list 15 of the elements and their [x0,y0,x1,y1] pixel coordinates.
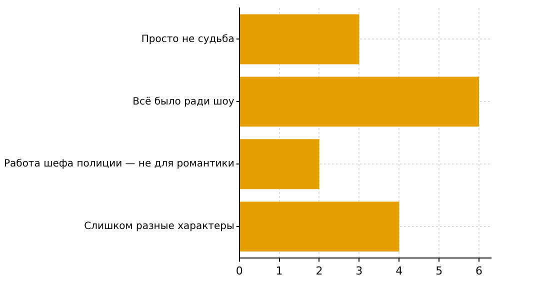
bar [240,76,480,127]
x-tick-label: 4 [396,264,403,278]
y-tick-label: Слишком разные характеры [84,221,234,232]
y-tick-label: Просто не судьба [141,34,234,45]
x-tick-label: 5 [436,264,443,278]
y-tick-label: Всё было ради шоу [132,96,234,108]
x-tick-label: 3 [356,264,363,278]
bar [240,202,400,252]
bar [240,14,360,64]
x-tick-label: 0 [236,264,243,278]
bar [240,139,320,190]
x-tick-label: 2 [316,264,323,278]
y-tick-label: Работа шефа полиции — не для романтики [4,158,234,170]
x-tick-label: 1 [276,264,283,278]
x-tick-label: 6 [476,264,483,278]
